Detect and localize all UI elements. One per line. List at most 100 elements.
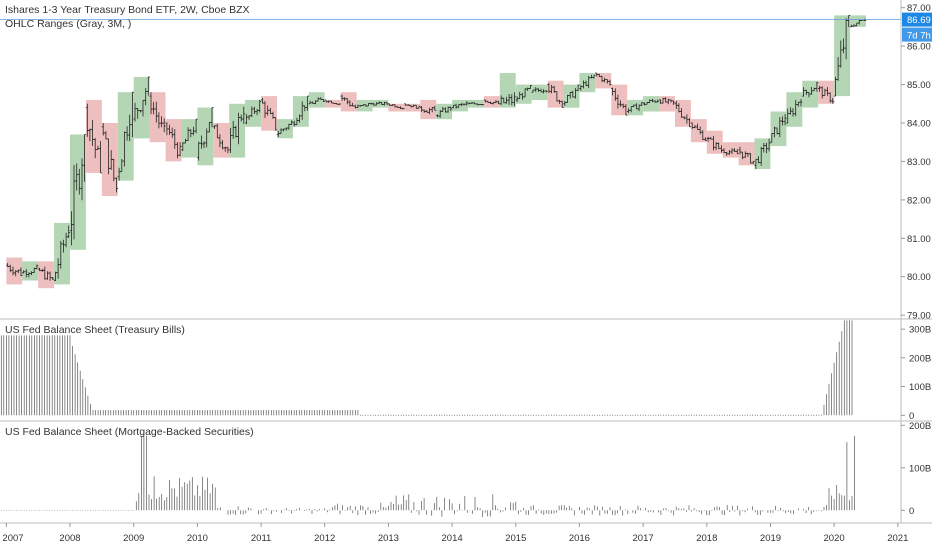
mbs-axis: 200B 100B 0: [901, 421, 931, 517]
ohlc-bar: [337, 103, 341, 106]
tbill-tick-label: 200B: [909, 353, 931, 364]
time-tick-label: 2010: [187, 533, 208, 544]
ohlc-bar: [719, 145, 723, 153]
treasury-bills-bars: [0, 320, 853, 416]
ohlc-range-boxes: [6, 15, 866, 289]
ohlc-bar: [51, 277, 55, 280]
range-box-41: [659, 96, 675, 112]
range-box-53: [850, 15, 866, 27]
range-box-49: [786, 92, 803, 127]
last-price-badge: [902, 12, 932, 27]
range-box-3: [54, 222, 70, 285]
price-tick-label: 80.00: [907, 272, 931, 283]
range-box-52: [834, 15, 850, 97]
range-box-35: [563, 84, 580, 108]
price-tick-label: 79.00: [907, 311, 931, 322]
ohlc-bar: [433, 105, 437, 111]
range-box-13: [213, 123, 230, 158]
tbill-tick-label: 0: [909, 411, 914, 422]
ohlc-bar: [751, 160, 755, 165]
time-tick-label: 2014: [442, 533, 463, 544]
ohlc-bar: [592, 74, 596, 79]
ohlc-bar: [656, 99, 660, 103]
ohlc-bar: [815, 81, 819, 92]
ohlc-bar: [306, 95, 309, 111]
countdown-badge: [902, 27, 932, 42]
ohlc-bar: [115, 177, 118, 193]
range-box-14: [229, 103, 246, 158]
range-box-36: [579, 73, 596, 93]
ohlc-bar: [99, 141, 103, 174]
price-tick-label: 83.00: [907, 157, 931, 168]
price-tick-label: 86.00: [907, 42, 931, 53]
ohlc-bar: [576, 84, 580, 91]
range-box-30: [483, 96, 500, 108]
ohlc-bar: [274, 117, 278, 131]
ohlc-bar: [401, 107, 405, 110]
range-box-33: [531, 84, 548, 100]
range-box-39: [627, 99, 644, 116]
range-box-19: [308, 92, 325, 108]
tbill-tick-label: 300B: [909, 325, 931, 336]
range-box-51: [818, 80, 835, 104]
mbs-tick-label: 0: [909, 506, 914, 517]
ohlc-bar: [512, 92, 516, 107]
range-box-4: [70, 134, 86, 250]
time-tick-label: 2007: [2, 533, 23, 544]
mbs-tick-label: 200B: [909, 421, 931, 432]
range-box-44: [706, 130, 723, 154]
tbill-axis: 300B 200B 100B 0: [901, 325, 931, 422]
chart-title: Ishares 1-3 Year Treasury Bond ETF, 2W, …: [5, 4, 250, 16]
ohlc-bar: [242, 106, 246, 124]
time-tick-label: 2012: [314, 533, 335, 544]
range-box-47: [754, 138, 771, 170]
mbs-bars: [0, 435, 855, 518]
time-tick-label: 2013: [378, 533, 399, 544]
ohlc-bar: [704, 137, 707, 141]
ohlc-bar: [481, 104, 485, 106]
ohlc-bar: [783, 114, 787, 126]
ohlc-bar: [67, 225, 71, 238]
range-box-8: [133, 76, 150, 139]
mbs-tick-label: 100B: [909, 463, 931, 474]
ohlc-bar: [146, 76, 150, 96]
range-box-2: [38, 261, 55, 289]
time-tick-label: 2011: [251, 533, 271, 544]
range-box-27: [436, 103, 453, 120]
ohlc-bar: [767, 138, 771, 152]
ohlc-bar: [831, 97, 835, 104]
ohlc-bar: [321, 99, 325, 102]
price-tick-label: 85.00: [907, 80, 931, 91]
range-box-11: [181, 119, 198, 158]
range-box-45: [722, 142, 739, 158]
range-box-38: [611, 84, 628, 116]
time-tick-label: 2015: [505, 533, 526, 544]
time-tick-label: 2021: [887, 533, 908, 544]
ohlc-bar: [688, 118, 691, 128]
range-box-25: [404, 103, 421, 112]
range-box-24: [388, 103, 405, 112]
range-box-12: [197, 107, 214, 166]
range-box-26: [420, 99, 437, 120]
range-box-6: [101, 123, 118, 196]
time-tick-label: 2008: [59, 533, 80, 544]
ohlc-bar: [799, 99, 803, 107]
panel-title-mbs: US Fed Balance Sheet (Mortgage-Backed Se…: [5, 426, 254, 438]
ohlc-bar: [35, 264, 39, 270]
range-box-48: [770, 111, 787, 147]
time-tick-label: 2016: [569, 533, 590, 544]
price-tick-label: 82.00: [907, 195, 931, 206]
ohlc-bar: [290, 120, 294, 125]
ohlc-bar: [608, 79, 612, 86]
range-box-0: [6, 257, 23, 285]
tbill-tick-label: 100B: [909, 382, 931, 393]
ohlc-bar: [465, 101, 469, 106]
price-tick-label: 87.00: [907, 3, 931, 14]
ohlc-bar: [162, 118, 166, 133]
indicator-label: OHLC Ranges (Gray, 3M, ): [5, 18, 131, 30]
range-box-34: [547, 80, 564, 108]
ohlc-bar: [417, 105, 421, 109]
ohlc-bar: [258, 99, 262, 113]
ohlc-bar: [672, 100, 676, 105]
